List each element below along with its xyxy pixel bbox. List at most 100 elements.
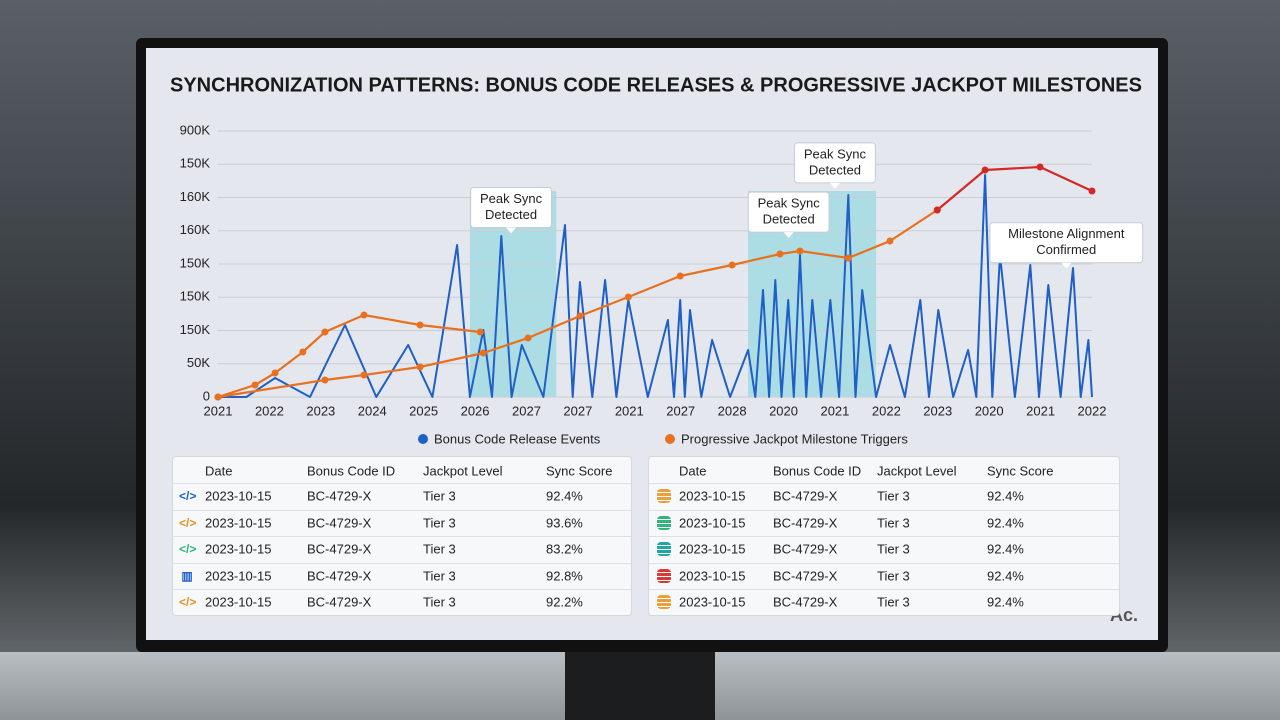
table-cell: 2023-10-15 (679, 594, 746, 610)
table-cell: Tier 3 (423, 568, 456, 583)
table-cell: Tier 3 (877, 515, 910, 530)
x-tick-label: 2024 (358, 403, 387, 418)
annotation-pointer (829, 182, 840, 189)
table-cell: 2023-10-15 (205, 515, 272, 530)
annotation-text: Peak Sync (758, 196, 821, 211)
annotation-text: Peak Sync (480, 191, 543, 206)
x-tick-label: 2027 (666, 403, 695, 418)
table-header: Bonus Code ID (307, 463, 396, 479)
table-cell: BC-4729-X (307, 488, 372, 504)
table-cell: Tier 3 (423, 594, 456, 610)
table-cell: BC-4729-X (307, 541, 372, 557)
series-point (1036, 163, 1044, 171)
table-cell: 92.4% (546, 488, 583, 504)
legend-marker (418, 434, 428, 444)
table-cell: 2023-10-15 (679, 541, 746, 557)
y-tick-label: 150K (180, 289, 211, 304)
annotation-text: Detected (809, 162, 861, 177)
row-divider (649, 536, 1119, 537)
y-tick-label: 50K (187, 355, 210, 370)
x-tick-label: 2020 (975, 403, 1004, 418)
table-cell: 2023-10-15 (679, 488, 746, 504)
row-divider (173, 509, 631, 511)
x-tick-label: 2022 (872, 403, 901, 418)
table-cell: 2023-10-15 (205, 568, 272, 583)
series-point (271, 369, 279, 377)
x-tick-label: 2027 (512, 403, 541, 418)
row-icon (657, 568, 671, 583)
table-right: Date Bonus Code ID Jackpot Level Sync Score… (648, 456, 1120, 616)
series-point (676, 272, 684, 280)
series-point (251, 381, 259, 389)
table-cell: 92.4% (987, 541, 1024, 557)
row-icon (657, 595, 671, 609)
table-left: Date Bonus Code ID Jackpot Level Sync Score… (172, 456, 632, 616)
series-point (321, 376, 329, 384)
series-point (416, 363, 424, 371)
row-icon: </> (179, 542, 197, 556)
table-cell: Tier 3 (877, 488, 910, 504)
x-tick-label: 2021 (615, 403, 644, 418)
x-tick-label: 2022 (1078, 403, 1107, 418)
row-divider (649, 589, 1119, 590)
series-point (933, 206, 941, 214)
series-point (360, 371, 368, 379)
table-cell: 92.2% (546, 594, 583, 610)
x-tick-label: 2028 (718, 403, 747, 418)
series-point (981, 166, 989, 174)
legend-label: Progressive Jackpot Milestone Triggers (681, 431, 908, 446)
table-header: Jackpot Level (423, 463, 503, 479)
y-tick-label: 150K (180, 156, 211, 171)
x-tick-label: 2025 (409, 403, 438, 418)
x-tick-label: 2021 (820, 403, 849, 418)
table-cell: Tier 3 (423, 541, 456, 557)
table-cell: 92.4% (987, 515, 1024, 530)
table-header: Bonus Code ID (773, 463, 862, 479)
series-point (476, 328, 484, 336)
annotation-text: Detected (763, 212, 815, 227)
x-tick-label: 2023 (923, 403, 952, 418)
table-cell: Tier 3 (877, 568, 910, 583)
table-cell: BC-4729-X (307, 515, 372, 530)
series-point (796, 247, 804, 255)
row-divider (649, 562, 1119, 564)
table-cell: 2023-10-15 (205, 594, 272, 610)
series-point (576, 312, 584, 320)
y-tick-label: 150K (180, 255, 211, 270)
x-tick-label: 2026 (461, 403, 490, 418)
annotation-text: Detected (485, 207, 537, 222)
series-line (936, 165, 1093, 211)
series-point (886, 237, 894, 245)
row-icon (657, 489, 671, 503)
table-cell: 2023-10-15 (205, 541, 272, 557)
series-point (1088, 187, 1096, 195)
row-divider (649, 509, 1119, 511)
table-cell: Tier 3 (423, 515, 456, 530)
table-cell: BC-4729-X (773, 515, 838, 530)
series-point (214, 393, 222, 401)
x-tick-label: 2027 (563, 403, 592, 418)
row-icon: </> (179, 489, 197, 503)
series-point (360, 311, 368, 319)
table-cell: BC-4729-X (773, 568, 838, 583)
table-cell: BC-4729-X (773, 541, 838, 557)
x-tick-label: 2021 (1026, 403, 1055, 418)
table-cell: 2023-10-15 (679, 515, 746, 530)
table-cell: Tier 3 (877, 541, 910, 557)
legend-marker (665, 434, 675, 444)
row-icon: </> (179, 595, 197, 609)
annotation-text: Confirmed (1036, 242, 1096, 257)
table-cell: BC-4729-X (307, 594, 372, 610)
table-cell: 92.8% (546, 568, 583, 583)
table-header: Sync Score (987, 463, 1054, 479)
row-divider (649, 483, 1119, 484)
table-header: Date (679, 463, 707, 479)
series-line (218, 174, 1093, 398)
x-tick-label: 2021 (204, 403, 233, 418)
series-point (479, 349, 487, 357)
row-icon: ▥ (181, 568, 193, 583)
series-point (321, 328, 329, 336)
series-point (776, 250, 784, 258)
